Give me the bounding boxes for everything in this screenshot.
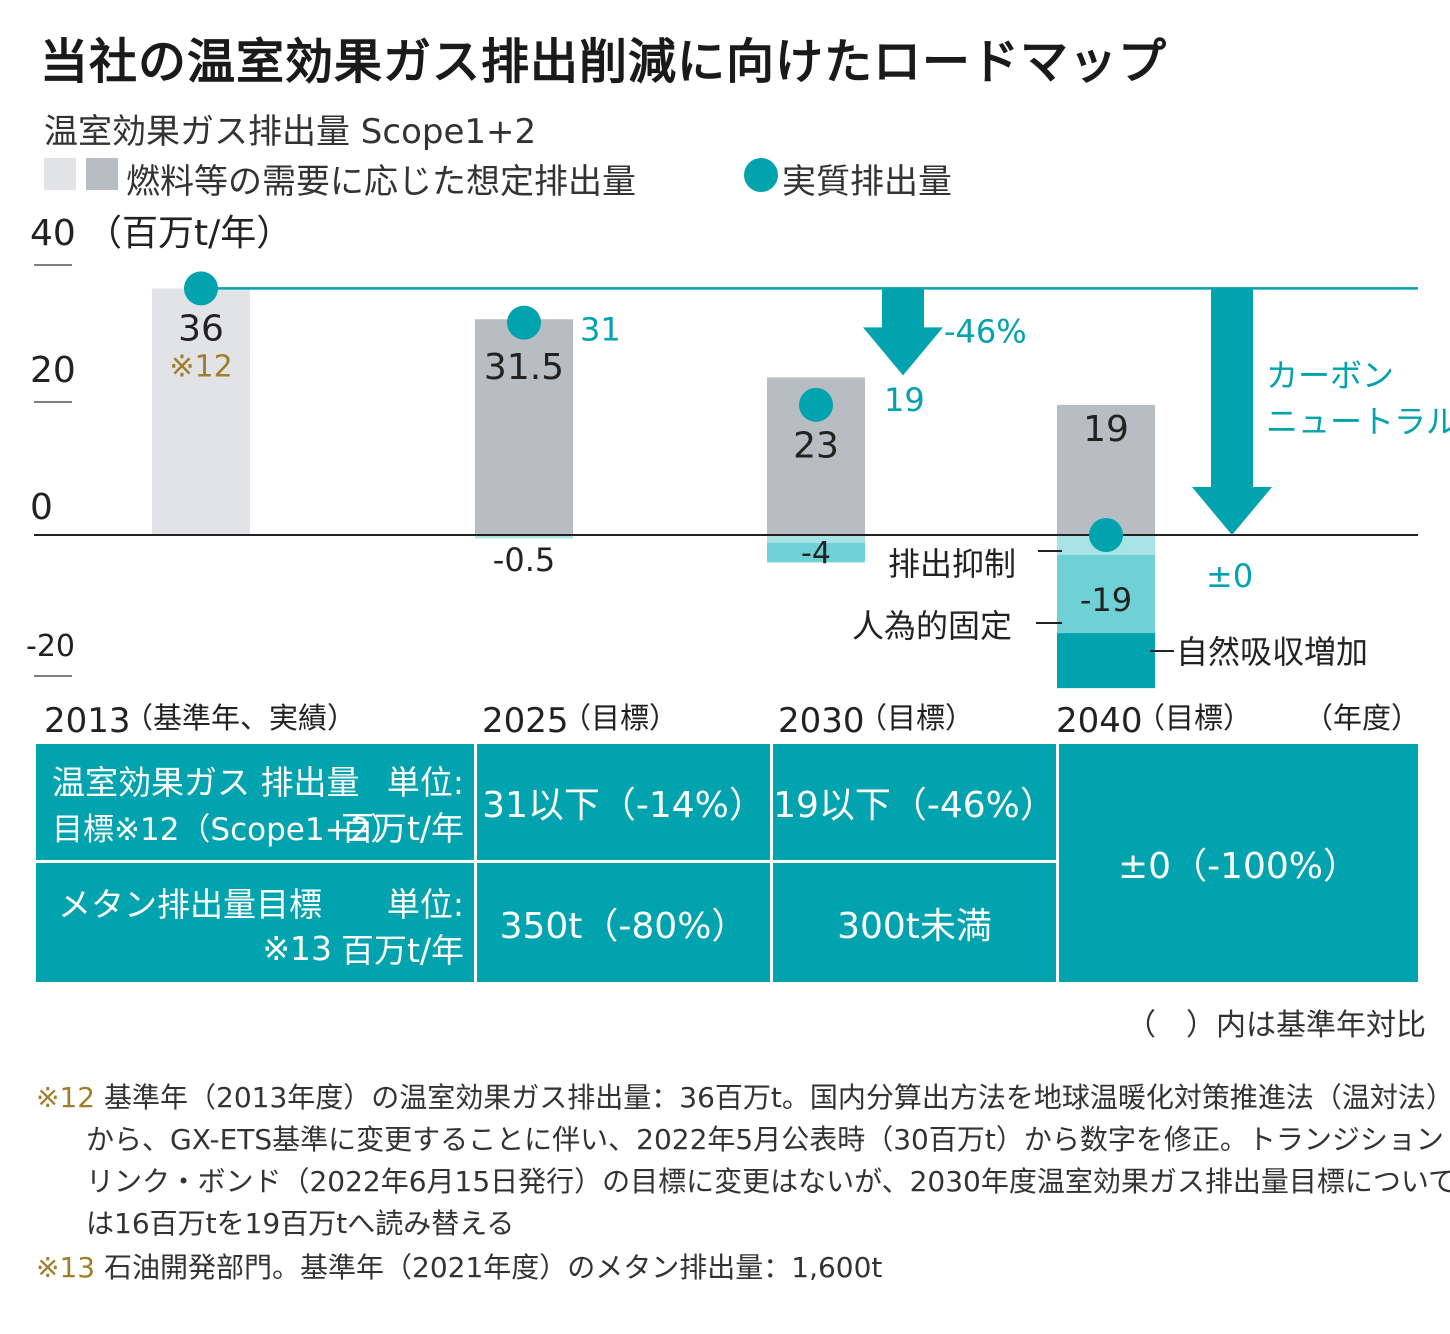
x-label-year-2025: 2025	[482, 701, 569, 741]
row2-unit-line1: 単位:	[386, 885, 464, 924]
assumed-bar-2013	[152, 288, 250, 535]
natural-bar-2040	[1057, 633, 1155, 689]
reduction-label-2040: -19	[1080, 581, 1132, 619]
reduction-label-2025: -0.5	[493, 541, 555, 579]
arrow-label-2030: -46%	[944, 312, 1027, 350]
assumed-label-2030: 23	[793, 425, 839, 466]
x-label-note-2013: （基準年、実績）	[124, 701, 356, 735]
row1-label-line2: 目標※12（Scope1+2）	[52, 811, 402, 848]
roadmap-chart: 40 20 0 -20 （百万t/年） 36※12 31.5 23 19 -0.5 -4 -19 31 1…	[26, 213, 1450, 741]
row1-unit-line2: 百万t/年	[340, 809, 464, 848]
artificial-bar-2040	[1057, 555, 1155, 634]
assumed-label-2040: 19	[1083, 409, 1129, 450]
y-tick-0: 0	[30, 487, 53, 528]
annotation-suppress: 排出抑制	[888, 545, 1016, 583]
footnote-12-line4: は16百万tを19百万tへ読み替える	[86, 1207, 515, 1240]
assumed-label-2025: 31.5	[484, 347, 564, 388]
footnote-12-line3: リンク・ボンド（2022年6月15日発行）の目標に変更はないが、2030年度温室…	[86, 1165, 1450, 1198]
artificial-bar-2030	[767, 543, 865, 563]
x-label-note-2030: （目標）	[858, 701, 974, 735]
assumed-bar-2040	[1057, 404, 1155, 535]
arrow-label-2040-line1: カーボン	[1266, 356, 1394, 394]
legend-actual: 実質排出量	[744, 154, 1004, 202]
legend-assumed: 燃料等の需要に応じた想定排出量	[44, 154, 734, 202]
cell-ghg-2030: 19以下（-46%）	[773, 785, 1056, 826]
assumed-label-2013: 36	[178, 308, 224, 349]
actual-label-2025: 31	[580, 311, 621, 349]
actual-dot-2040	[1089, 518, 1123, 552]
suppress-bar-2030	[767, 535, 865, 543]
carbon-neutral-arrow-2040	[1192, 288, 1272, 535]
base-note-label: ※12	[169, 349, 232, 384]
cell-methane-2025: 350t（-80%）	[499, 905, 748, 947]
legend-swatch-gray	[86, 158, 118, 190]
y-tick-40: 40	[30, 213, 76, 254]
row1-unit-line1: 単位:	[386, 763, 464, 802]
x-label-year-2040: 2040	[1056, 701, 1143, 741]
targets-table: 温室効果ガス 排出量 目標※12（Scope1+2） 単位: 百万t/年 メタン…	[36, 744, 1418, 982]
reduction-bar-2025	[475, 535, 573, 539]
y-unit-label: （百万t/年）	[86, 213, 292, 254]
actual-label-2040: ±0	[1206, 557, 1253, 595]
arrow-label-2040-line2: ニュートラル	[1266, 402, 1450, 440]
footnote-12-text1: 基準年（2013年度）の温室効果ガス排出量：36百万t。国内分算出方法を地球温暖…	[104, 1081, 1450, 1114]
row2-unit-line2: 百万t/年	[340, 931, 464, 970]
actual-dot-2030	[799, 387, 833, 422]
x-unit-label: （年度）	[1304, 701, 1420, 735]
assumed-bar-2025	[475, 319, 573, 535]
chart-subtitle: 温室効果ガス排出量 Scope1+2	[44, 112, 537, 152]
row2-label-line1: メタン排出量目標	[58, 885, 322, 924]
cell-ghg-2025: 31以下（-14%）	[482, 785, 765, 826]
row1-label-line1: 温室効果ガス 排出量	[52, 763, 360, 802]
x-label-year-2030: 2030	[778, 701, 865, 741]
legend-dot-icon	[744, 158, 778, 192]
y-tick--20: -20	[26, 629, 75, 664]
legend-swatch-light	[44, 158, 76, 190]
table-note: （ ）内は基準年対比	[1126, 1008, 1426, 1043]
reduction-arrow-2030	[863, 288, 943, 376]
annotation-natural: 自然吸収増加	[1176, 633, 1368, 671]
annotation-artificial: 人為的固定	[852, 607, 1012, 645]
y-tick-20: 20	[30, 350, 76, 391]
page-title: 当社の温室効果ガス排出削減に向けたロードマップ	[40, 34, 1168, 90]
legend-actual-label: 実質排出量	[782, 162, 952, 202]
x-label-note-2040: （目標）	[1136, 701, 1252, 735]
cell-2040: ±0（-100%）	[1118, 846, 1359, 887]
reduction-label-2030: -4	[801, 536, 831, 571]
actual-label-2030: 19	[884, 381, 925, 419]
footnote-13: ※13 石油開発部門。基準年（2021年度）のメタン排出量：1,600t	[36, 1246, 882, 1286]
footnote-12-line2: から、GX-ETS基準に変更することに伴い、2022年5月公表時（30百万t）か…	[86, 1123, 1450, 1156]
footnote-12-mark: ※12	[36, 1081, 96, 1114]
x-label-note-2025: （目標）	[562, 701, 678, 735]
actual-dot-2013	[184, 271, 218, 306]
footnote-13-text: 石油開発部門。基準年（2021年度）のメタン排出量：1,600t	[104, 1251, 883, 1284]
row2-label-line2: ※13	[262, 928, 332, 968]
legend-assumed-label: 燃料等の需要に応じた想定排出量	[126, 162, 636, 202]
footnote-13-mark: ※13	[36, 1251, 96, 1284]
cell-methane-2030: 300t未満	[837, 905, 992, 947]
footnote-12-line1: ※12 基準年（2013年度）の温室効果ガス排出量：36百万t。国内分算出方法を…	[36, 1076, 1450, 1116]
actual-dot-2025	[507, 305, 541, 340]
x-label-year-2013: 2013	[44, 701, 131, 741]
